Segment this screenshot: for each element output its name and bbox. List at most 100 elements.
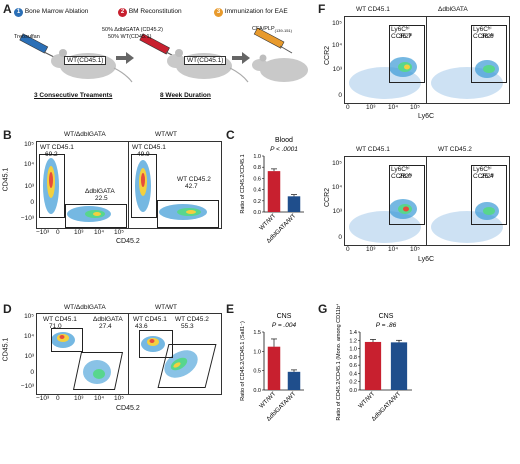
y-tick: 10⁵ (24, 141, 34, 148)
bar (287, 196, 301, 212)
arrow-icon (116, 52, 134, 64)
panel-b-ylabel: CD45.1 (2, 167, 10, 192)
y-tick: 0 (30, 369, 34, 376)
x-tick: 10³ (366, 246, 376, 253)
gate-label-value: 55.3 (181, 323, 194, 330)
flow-plot-f-bot-left: Ly6Cʰⁱ CCR2ʰⁱ 28.0 (344, 156, 428, 246)
panel-f-top-xlabel: Ly6C (418, 113, 435, 120)
p-value-label: P = .004 (272, 322, 297, 329)
bar (364, 341, 382, 390)
y-tick-label: 0.2 (253, 199, 261, 205)
p-value-label: P < .0001 (270, 146, 298, 153)
panel-b-col1-title: WT/ΔdblGATA (64, 131, 106, 138)
x-tick: 10⁴ (94, 229, 105, 236)
x-tick: 0 (56, 395, 60, 402)
panel-f-top-ylabel: CCR2 (324, 45, 332, 66)
x-tick: 10⁵ (410, 246, 420, 253)
arrow-icon (232, 52, 250, 64)
x-tick: 10³ (74, 395, 84, 402)
gate-wt-cd452 (157, 200, 219, 228)
flow-plot-f-bot-right: Ly6Cʰⁱ CCR2ʰⁱ 25.4 (426, 156, 510, 246)
flow-plot-b-right: WT CD45.1 49.9 WT CD45.2 42.7 (128, 141, 222, 229)
y-tick: 10³ (332, 208, 342, 215)
gate-label-value: 35.7 (399, 33, 412, 40)
y-tick-label: 0.6 (253, 176, 261, 182)
y-tick: 0 (338, 234, 342, 241)
y-tick: 0 (30, 199, 34, 206)
gate-wt-cd451 (39, 154, 65, 218)
gate-label-value: 25.4 (481, 173, 494, 180)
y-tick-label: 1.0 (253, 349, 261, 355)
cfa-plp-label: CFA/PLP(139-151) (252, 26, 292, 33)
gate-dbl-gata (65, 204, 127, 228)
y-tick: 10³ (332, 66, 342, 73)
x-tick: 10⁴ (388, 246, 399, 253)
x-tick: 0 (346, 246, 350, 253)
mouse-1-label: WT(CD45.1) (64, 56, 107, 65)
step-1-label: Bone Marrow Ablation (24, 8, 89, 15)
step-1-header: 1 Bone Marrow Ablation (14, 8, 88, 17)
flow-plot-d-right: WT CD45.1 43.6 WT CD45.2 55.3 (128, 313, 222, 395)
panel-a-illustration (19, 27, 308, 83)
gate-label-name: WT CD45.1 (40, 144, 74, 151)
gate-label-name: Ly6Cʰⁱ CCR2ʰⁱ (391, 26, 413, 40)
y-tick-label: 0.5 (253, 369, 261, 375)
gate-label-name: Ly6Cʰⁱ CCR2ʰⁱ (473, 166, 495, 180)
step-3-label: Immunization for EAE (224, 8, 288, 15)
gate-ly6c-ccr2 (471, 165, 507, 225)
panel-d-yaxis: 10⁵ 10⁴ 10³ 0 −10³ (20, 313, 34, 403)
gate-wt-cd451 (139, 330, 173, 358)
panel-letter-f: F (318, 2, 326, 16)
panel-d-col2-title: WT/WT (155, 304, 178, 311)
gate-label-value: 43.6 (135, 323, 148, 330)
x-tick: 10⁴ (94, 395, 105, 402)
gate-label-value: 38.6 (481, 33, 494, 40)
cfa-plp-text: CFA/PLP (252, 26, 275, 32)
x-tick: 10⁴ (388, 104, 399, 111)
gate-label-value: 27.4 (99, 323, 112, 330)
bar (287, 371, 301, 390)
gate-label-name: ΔdblGATA (85, 188, 115, 195)
step-3-badge: 3 (214, 8, 223, 17)
cfa-plp-sub: (139-151) (274, 28, 292, 34)
panel-f-bot-col1: WT CD45.1 (356, 146, 390, 153)
y-tick: 10⁴ (23, 161, 34, 168)
flow-plot-f-top-right: Ly6Cʰⁱ CCR2ʰⁱ 38.6 (426, 16, 510, 104)
panel-d-ylabel: CD45.1 (2, 337, 10, 362)
panel-f-bot-col2: WT CD45.2 (438, 146, 472, 153)
bar-chart-g: CNS P = .86 1.4 1.2 1.0 0.8 0.6 0.4 0.2 0.0 Ratio … (322, 301, 432, 444)
panel-f-bot-xlabel: Ly6C (418, 256, 435, 263)
step-1-badge: 1 (14, 8, 23, 17)
gate-dbl-gata (72, 352, 124, 390)
syringe-icon (253, 27, 293, 54)
y-tick: 10³ (24, 183, 34, 190)
gate-label-name: ΔdblGATA (93, 316, 123, 323)
flow-plot-d-left: WT CD45.1 71.0 ΔdblGATA 27.4 (36, 313, 130, 395)
gate-label-value: 69.2 (45, 151, 58, 158)
panel-letter-b: B (3, 128, 12, 142)
y-tick-label: 1.2 (349, 338, 357, 344)
panel-b-xaxis: −10³ 0 10³ 10⁴ 10⁵ (36, 229, 220, 237)
mouse-2-label: WT(CD45.1) (184, 56, 227, 65)
flow-plot-f-top-left: Ly6Cʰⁱ CCR2ʰⁱ 35.7 (344, 16, 428, 104)
panel-b-col2-title: WT/WT (155, 131, 178, 138)
bar-chart-e: CNS P = .004 1.5 1.0 0.5 0.0 Ratio of CD45.2/C… (232, 304, 312, 444)
bottom-label-1: 3 Consecutive Treaments (34, 92, 113, 99)
y-tick-label: 1.4 (349, 330, 357, 336)
y-tick-label: 0.0 (349, 388, 357, 394)
bar (390, 342, 408, 390)
panel-f-bot-yaxis: 10⁵ 10⁴ 10³ 0 (332, 156, 342, 246)
mouse-icon (167, 49, 249, 83)
gate-label-name: WT CD45.2 (177, 176, 211, 183)
y-tick: −10³ (20, 383, 34, 390)
y-tick: 0 (338, 92, 342, 99)
y-tick: 10⁵ (332, 160, 342, 167)
treosulfan-label: Treosulfan (14, 34, 40, 40)
x-tick: 10⁵ (114, 395, 124, 402)
gate-label-name: WT CD45.1 (133, 316, 167, 323)
y-tick-label: 0.8 (253, 165, 261, 171)
y-tick: 10⁴ (23, 333, 34, 340)
x-category-label: WT/WT (358, 391, 377, 410)
panel-letter-c: C (226, 128, 235, 142)
gate-ly6c-ccr2 (389, 165, 425, 225)
